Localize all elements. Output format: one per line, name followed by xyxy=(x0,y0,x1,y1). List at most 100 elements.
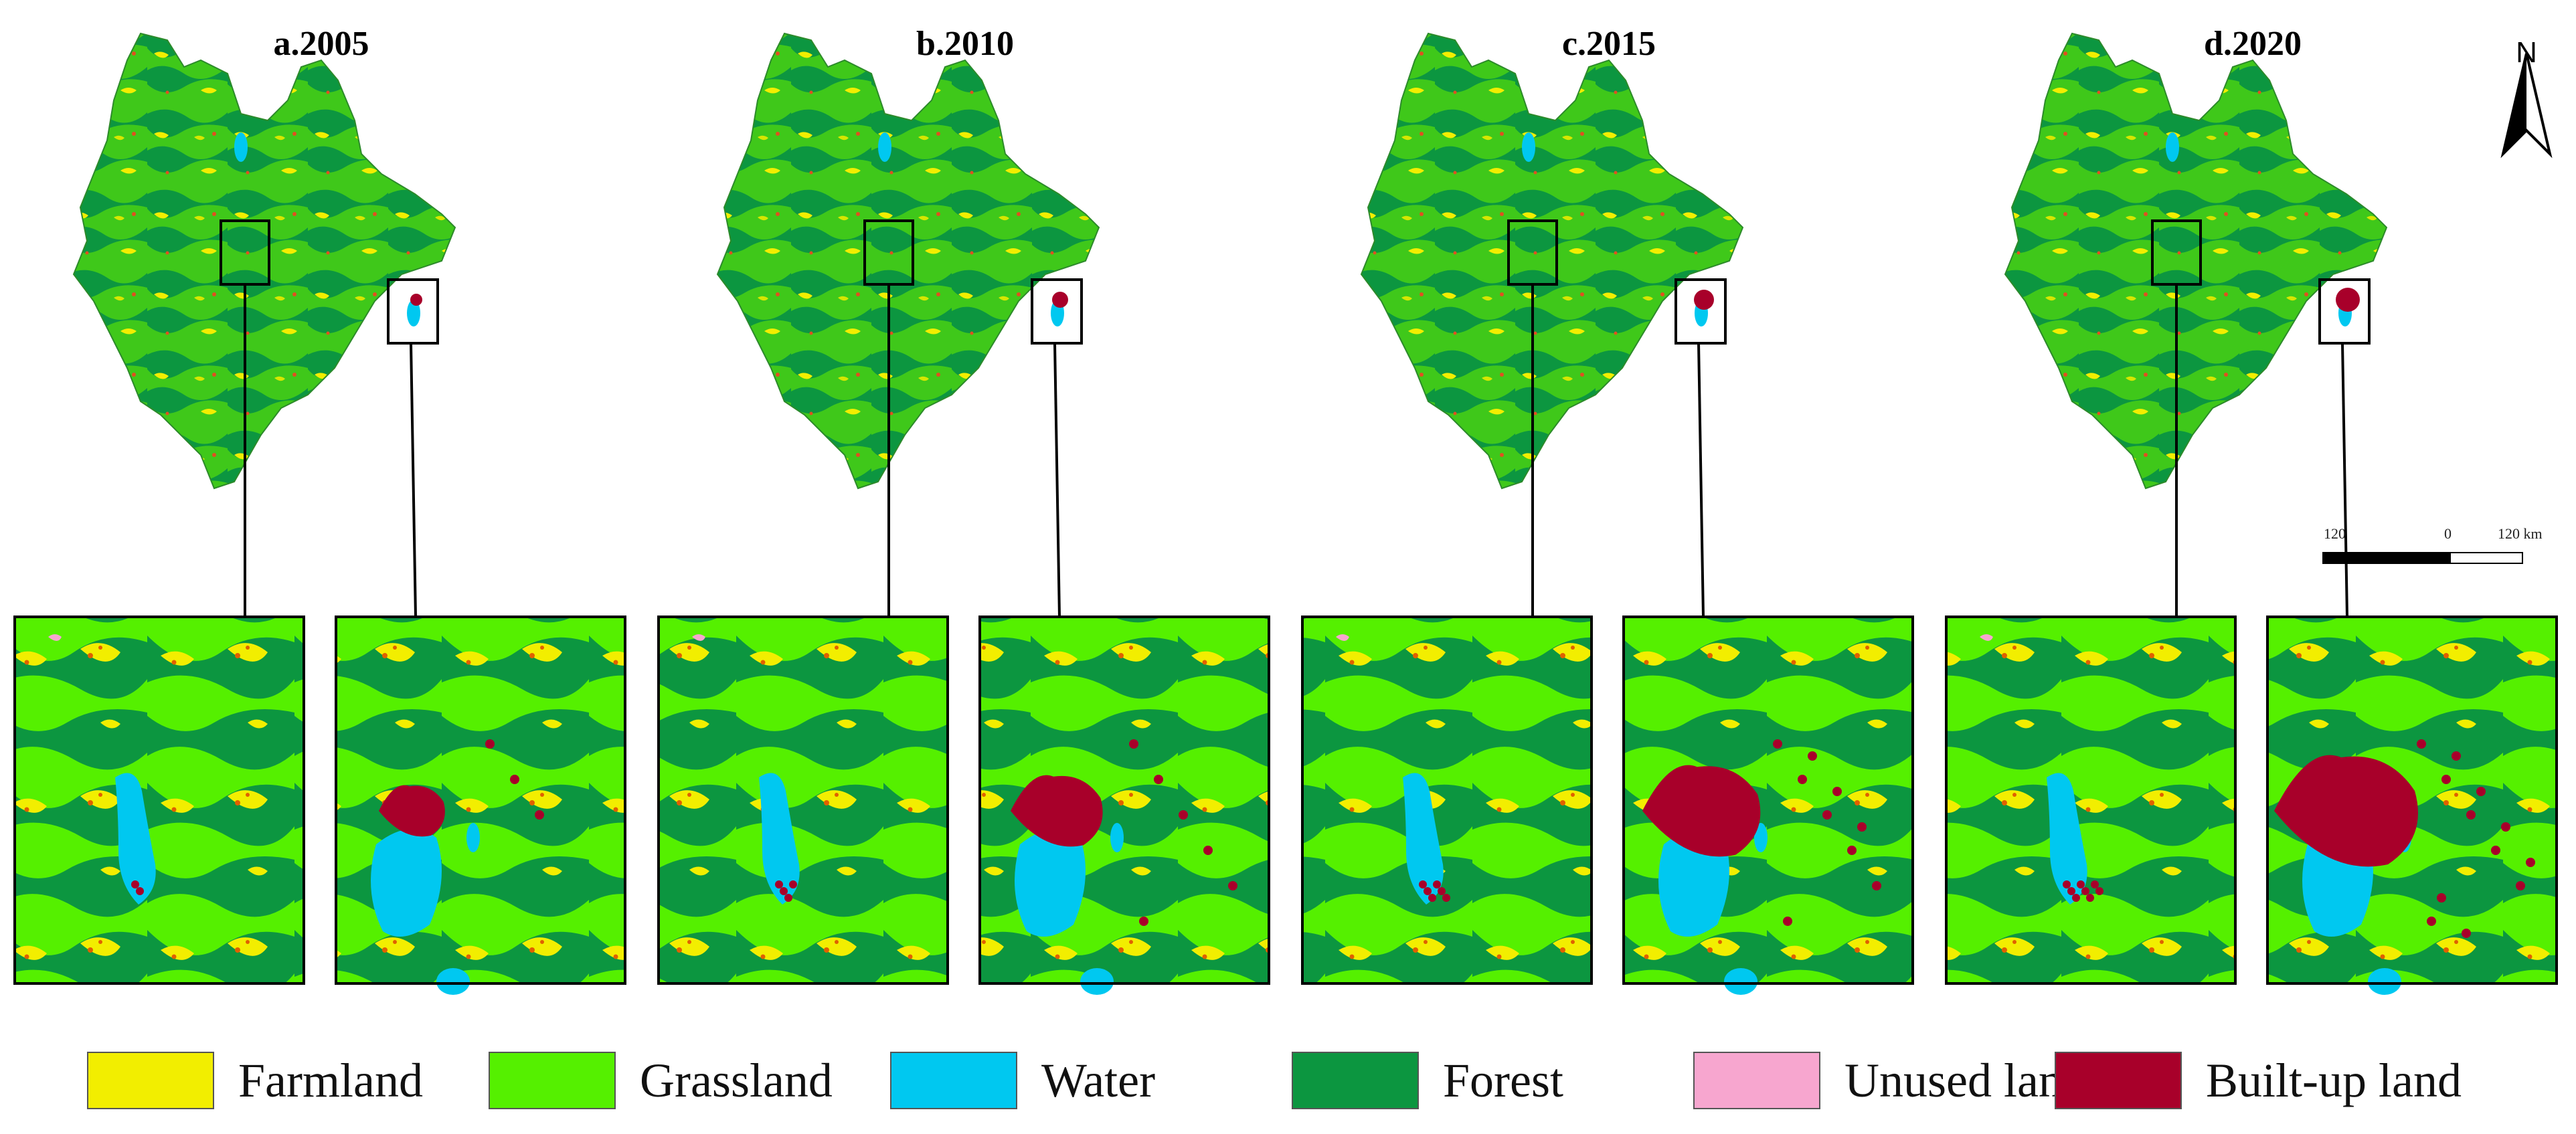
legend-swatch xyxy=(2055,1052,2182,1109)
scale-left-label: 120 xyxy=(2324,525,2346,542)
legend-label: Farmland xyxy=(238,1053,423,1107)
builtup-patch xyxy=(1822,810,1832,820)
builtup-patch xyxy=(2516,881,2525,890)
builtup-patch xyxy=(2077,880,2085,888)
lake xyxy=(115,773,156,905)
legend-label: Unused land xyxy=(1844,1053,2087,1107)
builtup-patch xyxy=(2491,846,2500,855)
province-map xyxy=(716,32,1100,490)
builtup-patch xyxy=(535,810,544,820)
builtup-city xyxy=(1642,765,1761,857)
builtup-patch xyxy=(2437,893,2446,903)
zoom-inset-1 xyxy=(657,616,949,985)
lake xyxy=(1080,968,1114,995)
locator-box-2 xyxy=(1031,278,1083,345)
locator-box-2 xyxy=(2318,278,2371,345)
province-map xyxy=(2004,32,2388,490)
legend-swatch xyxy=(890,1052,1017,1109)
zoom-inset-1 xyxy=(13,616,305,985)
builtup-patch xyxy=(2462,929,2471,938)
builtup-patch xyxy=(1808,751,1817,761)
zoom-inset-1 xyxy=(1945,616,2237,985)
lake xyxy=(1110,823,1124,852)
unused-land-patch xyxy=(48,634,62,641)
builtup-patch xyxy=(775,880,783,888)
zoom-inset-2 xyxy=(978,616,1270,995)
builtup-patch xyxy=(1228,881,1237,890)
lake xyxy=(436,968,470,995)
builtup-patch xyxy=(1798,775,1807,784)
panel-title: d.2020 xyxy=(2204,25,2302,63)
map-panel-2 xyxy=(657,32,1270,995)
map-panel-3 xyxy=(1301,32,1914,995)
scale-right-label: 120 km xyxy=(2498,525,2543,542)
legend-swatch xyxy=(489,1052,616,1109)
builtup-patch xyxy=(780,887,788,895)
legend-swatch xyxy=(1693,1052,1820,1109)
builtup-patch xyxy=(2091,880,2099,888)
builtup-city xyxy=(2274,755,2418,867)
north-arrow: N xyxy=(2496,36,2557,161)
panel-title: b.2010 xyxy=(916,25,1014,63)
province-map xyxy=(72,32,456,490)
legend-swatch xyxy=(1292,1052,1419,1109)
lake xyxy=(371,829,442,937)
panel-title: c.2015 xyxy=(1561,25,1656,63)
builtup-patch xyxy=(784,894,792,902)
connector-line xyxy=(2341,343,2348,618)
legend-item: Built-up land xyxy=(2055,1050,2462,1111)
lake xyxy=(466,823,480,852)
builtup-patch xyxy=(1419,880,1427,888)
builtup-patch xyxy=(2067,887,2075,895)
builtup-patch xyxy=(2086,894,2094,902)
legend-label: Built-up land xyxy=(2206,1053,2462,1107)
builtup-patch xyxy=(2427,917,2436,926)
builtup-patch xyxy=(2501,822,2510,832)
legend-item: Grassland xyxy=(489,1050,833,1111)
builtup-city xyxy=(1011,775,1103,847)
lake xyxy=(2047,773,2087,905)
builtup-patch xyxy=(510,775,519,784)
lake-mark xyxy=(407,300,420,326)
lake xyxy=(759,773,800,905)
builtup-patch xyxy=(1179,810,1188,820)
legend-item: Water xyxy=(890,1050,1155,1111)
locator-box-2 xyxy=(387,278,439,345)
builtup-patch xyxy=(1872,881,1881,890)
builtup-patch xyxy=(1139,917,1148,926)
builtup-patch xyxy=(2441,775,2451,784)
builtup-patch xyxy=(1154,775,1163,784)
zoom-inset-1 xyxy=(1301,616,1593,985)
builtup-patch xyxy=(2476,787,2486,796)
builtup-patch xyxy=(1428,894,1436,902)
builtup-patch xyxy=(1442,894,1450,902)
legend-item: Unused land xyxy=(1693,1050,2087,1111)
lake xyxy=(1015,829,1086,937)
scale-bar-black xyxy=(2322,552,2450,564)
connector-line xyxy=(1697,343,1705,618)
lake-mark xyxy=(2166,132,2179,162)
north-arrow-icon xyxy=(2500,53,2553,159)
builtup-patch xyxy=(2081,887,2089,895)
lake xyxy=(2368,968,2401,995)
city-mark xyxy=(2336,288,2360,312)
map-panel-1 xyxy=(13,32,626,995)
builtup-patch xyxy=(2072,894,2080,902)
builtup-patch xyxy=(789,880,797,888)
builtup-patch xyxy=(1203,846,1213,855)
province-map xyxy=(1360,32,1744,490)
builtup-patch xyxy=(1129,739,1138,749)
lake xyxy=(1724,968,1757,995)
builtup-patch xyxy=(1438,887,1446,895)
lake-mark xyxy=(1522,132,1535,162)
zoom-inset-2 xyxy=(2266,616,2558,995)
city-mark xyxy=(1694,290,1714,310)
city-mark xyxy=(410,294,422,306)
builtup-patch xyxy=(1857,822,1867,832)
north-label: N xyxy=(2516,36,2537,69)
scale-bar: 120 0 120 km xyxy=(2322,525,2543,572)
builtup-patch xyxy=(1847,846,1857,855)
legend-item: Forest xyxy=(1292,1050,1563,1111)
lake-mark xyxy=(878,132,891,162)
city-mark xyxy=(1052,292,1068,308)
